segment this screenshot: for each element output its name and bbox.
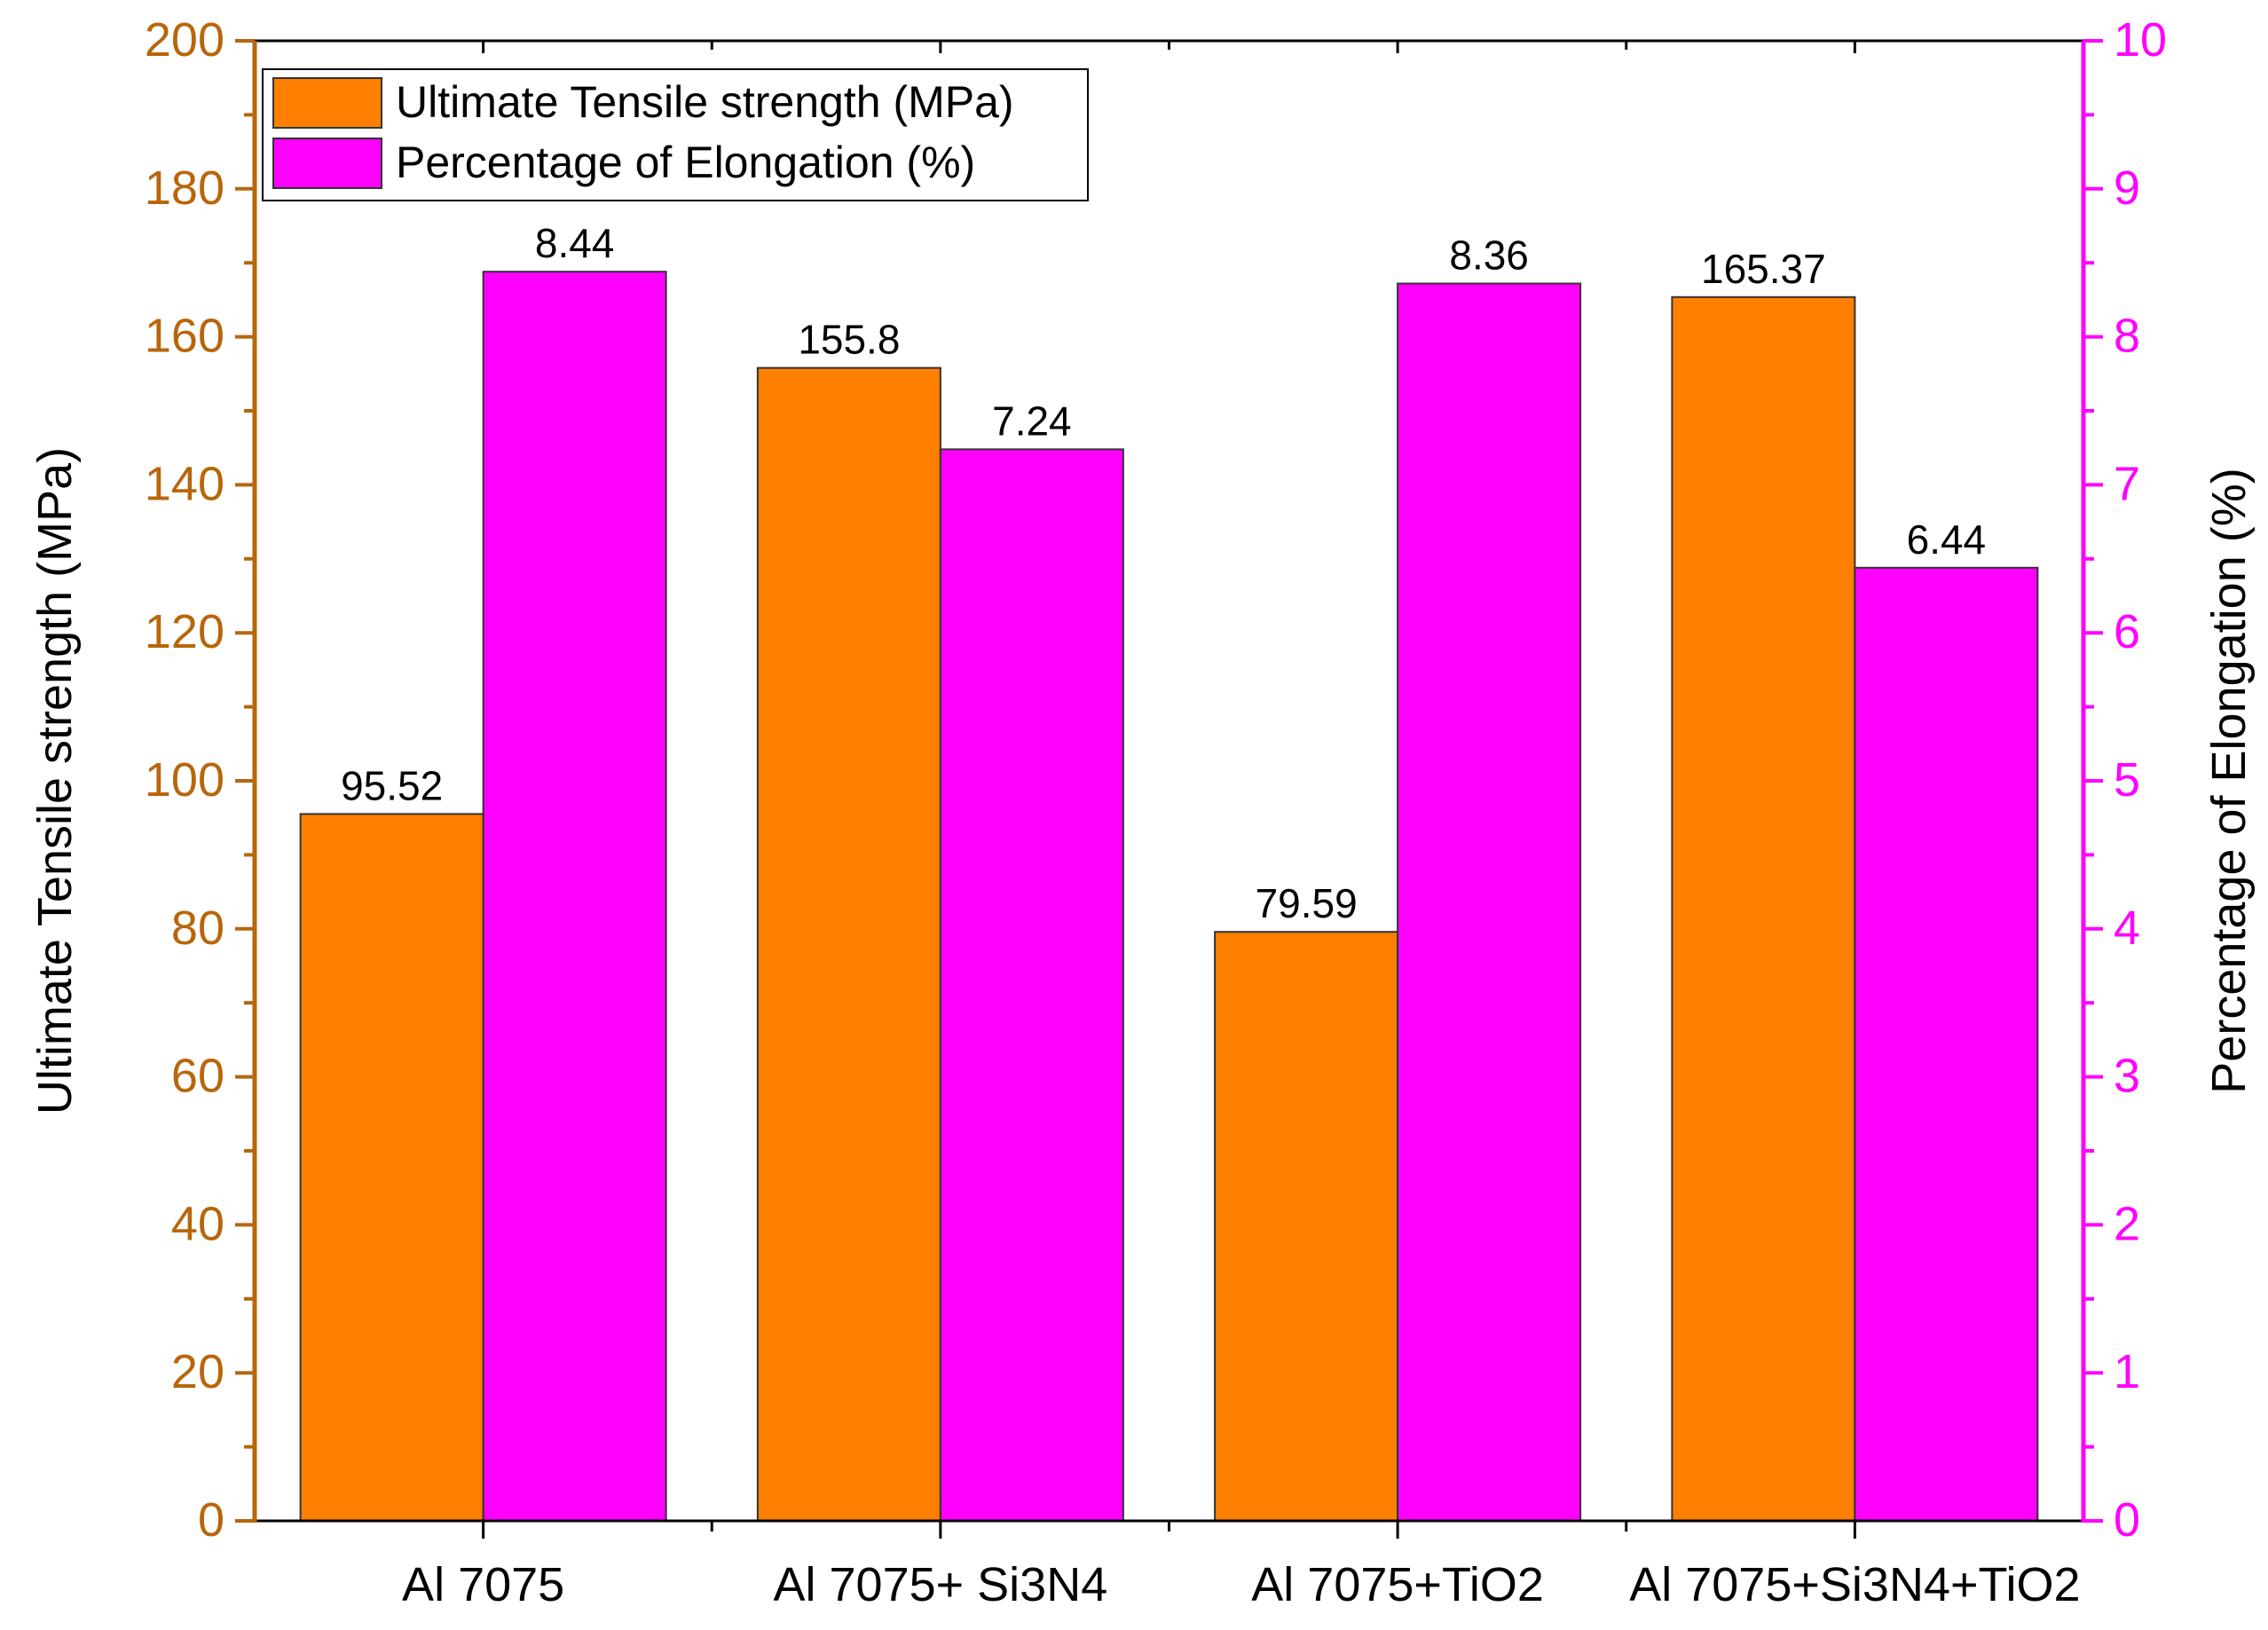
legend-box bbox=[262, 68, 1089, 201]
left-tick-label: 40 bbox=[171, 1197, 224, 1250]
data-label: 155.8 bbox=[798, 317, 900, 363]
left-tick-label: 80 bbox=[171, 902, 224, 955]
right-tick-label: 6 bbox=[2114, 605, 2140, 658]
bar-uts-2 bbox=[1214, 931, 1399, 1522]
x-tick-label: Al 7075+ Si3N4 bbox=[773, 1558, 1107, 1611]
bar-elongation-1 bbox=[939, 448, 1124, 1522]
bar-uts-0 bbox=[299, 813, 484, 1522]
right-tick-label: 10 bbox=[2114, 13, 2167, 67]
right-tick-label: 1 bbox=[2114, 1345, 2140, 1398]
data-label: 8.44 bbox=[535, 220, 615, 266]
right-tick-label: 7 bbox=[2114, 457, 2140, 510]
legend: Ultimate Tensile strength (MPa) Percentag… bbox=[262, 68, 1089, 201]
left-tick-label: 180 bbox=[145, 161, 224, 215]
axes-layer bbox=[235, 39, 2103, 1539]
bar-uts-1 bbox=[756, 366, 941, 1522]
right-tick-label: 0 bbox=[2114, 1493, 2140, 1547]
left-tick-label: 200 bbox=[145, 13, 224, 67]
legend-label: Ultimate Tensile strength (MPa) bbox=[396, 77, 1014, 127]
right-tick-label: 2 bbox=[2114, 1197, 2140, 1250]
right-tick-label: 8 bbox=[2114, 310, 2140, 363]
left-tick-label: 140 bbox=[145, 457, 224, 510]
bar-elongation-2 bbox=[1397, 282, 1582, 1522]
left-tick-label: 160 bbox=[145, 310, 224, 363]
left-tick-label: 60 bbox=[171, 1050, 224, 1103]
left-tick-label: 0 bbox=[198, 1493, 224, 1547]
data-label: 8.36 bbox=[1449, 232, 1529, 279]
bar-elongation-3 bbox=[1854, 566, 2039, 1522]
y-left-axis-title: Ultimate Tensile strength (MPa) bbox=[28, 447, 82, 1114]
left-tick-label: 120 bbox=[145, 605, 224, 658]
legend-swatch-uts bbox=[272, 77, 382, 129]
legend-swatch-elongation bbox=[272, 138, 382, 189]
left-tick-label: 20 bbox=[171, 1345, 224, 1398]
data-label: 95.52 bbox=[341, 762, 443, 808]
right-tick-label: 9 bbox=[2114, 161, 2140, 215]
data-label: 6.44 bbox=[1907, 516, 1987, 563]
x-tick-label: Al 7075+TiO2 bbox=[1251, 1558, 1544, 1611]
bars-layer bbox=[299, 271, 2039, 1522]
data-label: 7.24 bbox=[992, 398, 1072, 444]
data-label: 165.37 bbox=[1701, 246, 1826, 292]
x-tick-label: Al 7075 bbox=[402, 1558, 564, 1611]
y-right-axis-title: Percentage of Elongation (%) bbox=[2202, 468, 2256, 1093]
bar-uts-3 bbox=[1671, 295, 1856, 1522]
x-tick-label: Al 7075+Si3N4+TiO2 bbox=[1629, 1558, 2080, 1611]
bar-elongation-0 bbox=[482, 271, 667, 1522]
right-tick-label: 5 bbox=[2114, 753, 2140, 807]
right-tick-label: 4 bbox=[2114, 902, 2140, 955]
data-label: 79.59 bbox=[1256, 880, 1358, 926]
right-tick-label: 3 bbox=[2114, 1050, 2140, 1103]
legend-label: Percentage of Elongation (%) bbox=[396, 138, 975, 187]
left-tick-label: 100 bbox=[145, 753, 224, 807]
